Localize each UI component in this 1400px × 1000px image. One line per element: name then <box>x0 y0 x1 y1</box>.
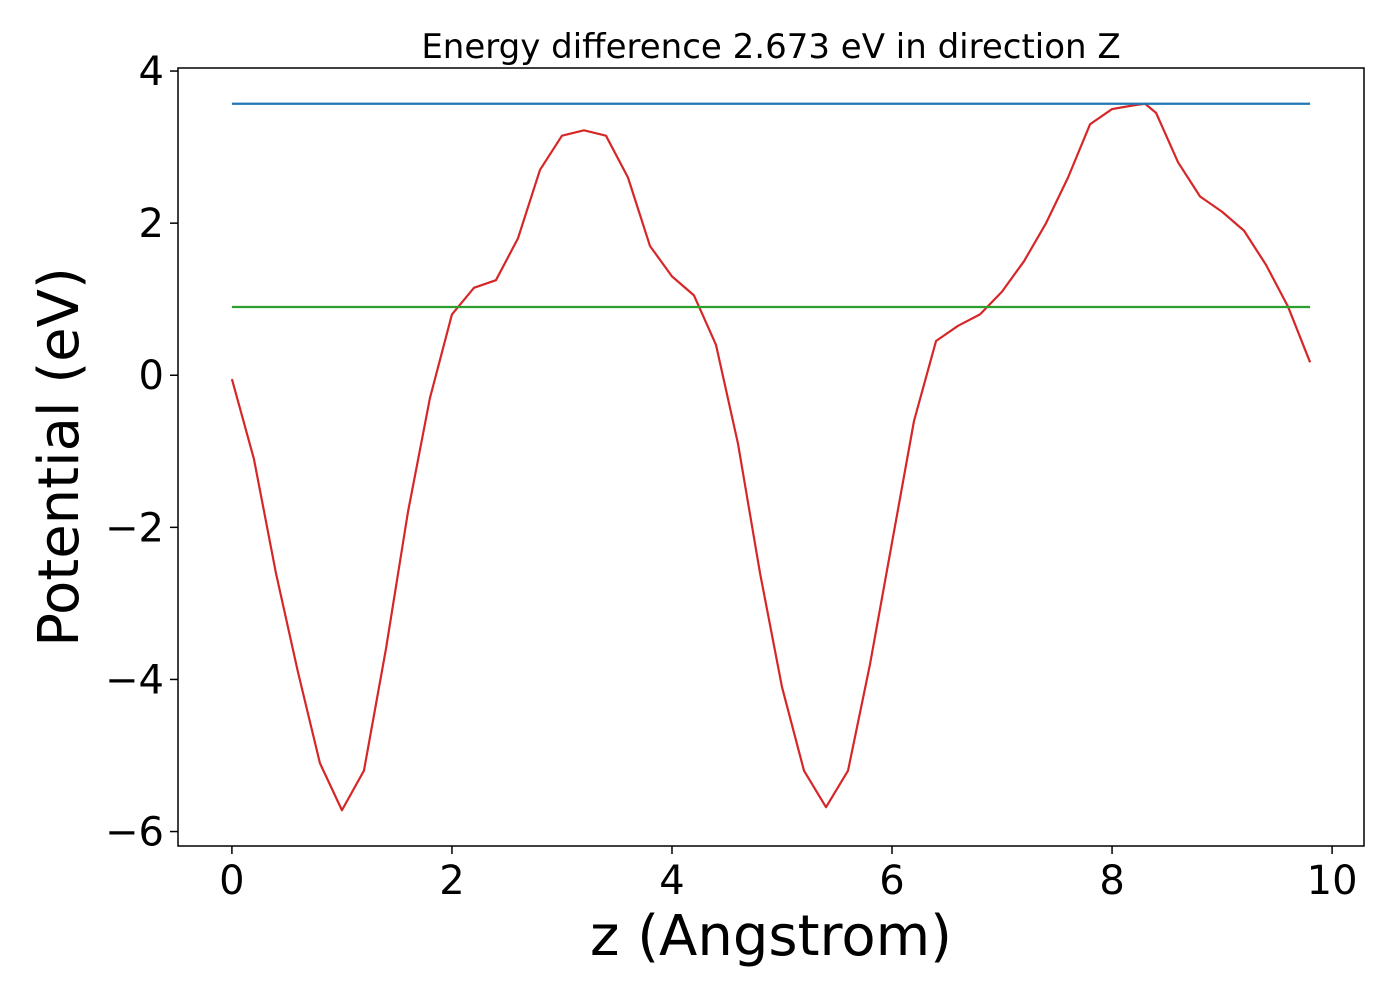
y-tick-label: 4 <box>139 49 164 95</box>
plot-frame <box>177 67 1365 847</box>
x-tick-label: 10 <box>1307 858 1358 904</box>
y-tick-label: −4 <box>105 657 164 703</box>
x-tick-label: 4 <box>659 858 684 904</box>
x-tick-label: 2 <box>439 858 464 904</box>
y-tick-label: 2 <box>139 201 164 247</box>
x-tick-label: 8 <box>1099 858 1124 904</box>
y-tick-label: −2 <box>105 505 164 551</box>
x-tick-label: 6 <box>879 858 904 904</box>
y-tick-label: 0 <box>139 353 164 399</box>
y-axis-label: Potential (eV) <box>27 267 92 647</box>
y-tick-label: −6 <box>105 810 164 856</box>
x-axis-label: z (Angstrom) <box>590 904 952 969</box>
x-tick-label: 0 <box>219 858 244 904</box>
chart-title: Energy difference 2.673 eV in direction … <box>421 27 1120 67</box>
